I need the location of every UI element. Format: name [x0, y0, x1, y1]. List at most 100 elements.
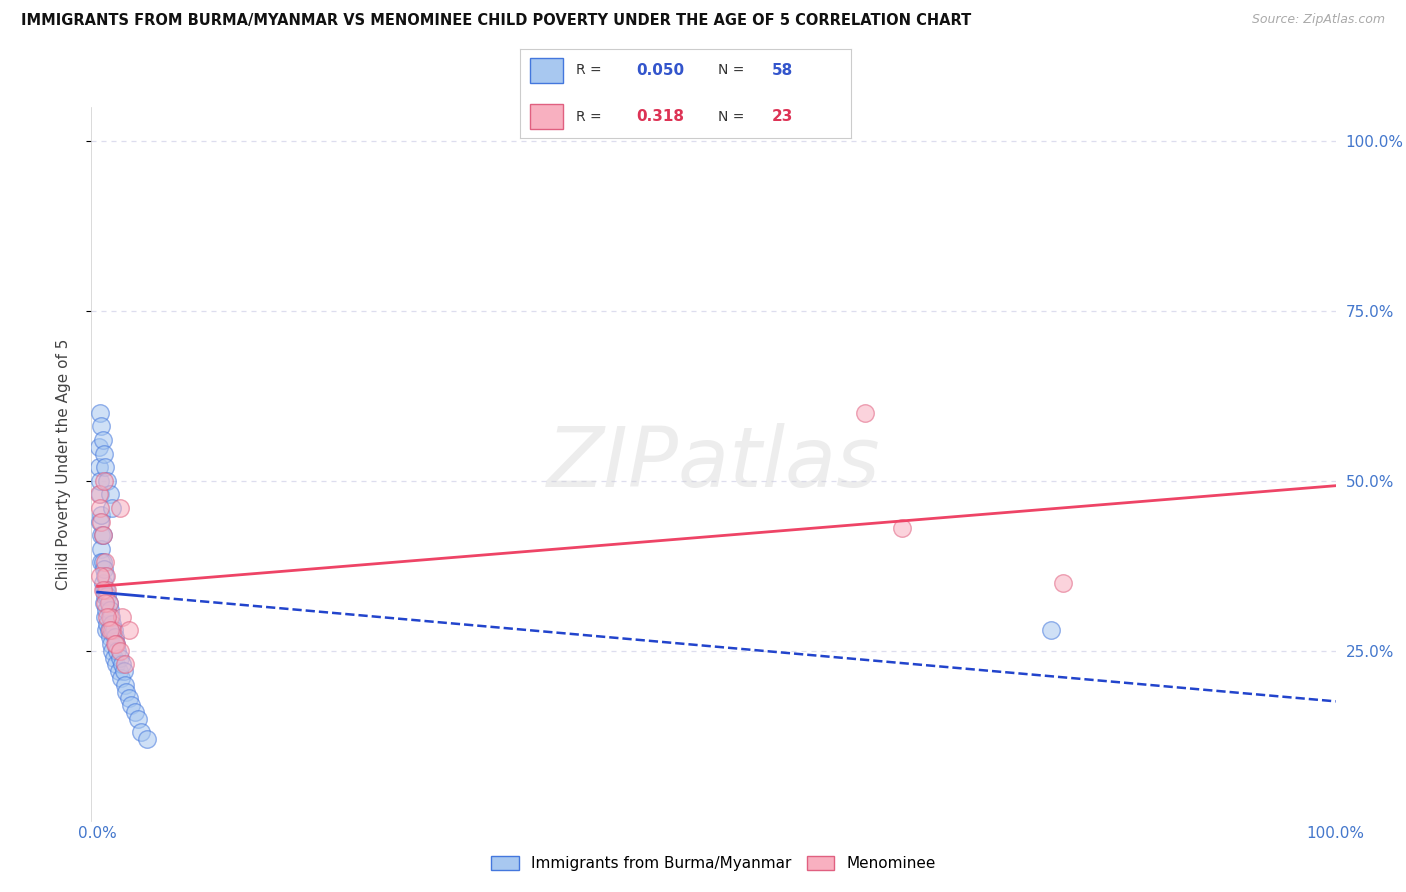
Point — [105, 637, 128, 651]
Point — [94, 596, 117, 610]
Point — [96, 609, 118, 624]
Point — [891, 521, 914, 535]
Point — [124, 705, 146, 719]
Point — [111, 657, 134, 672]
Point — [96, 474, 118, 488]
Point — [117, 624, 139, 638]
Point — [94, 569, 117, 583]
Point — [98, 624, 121, 638]
Point — [107, 664, 129, 678]
Legend: Immigrants from Burma/Myanmar, Menominee: Immigrants from Burma/Myanmar, Menominee — [485, 849, 942, 877]
Point — [93, 447, 115, 461]
Point — [91, 575, 114, 590]
Point — [98, 609, 121, 624]
Point — [1039, 624, 1062, 638]
Text: N =: N = — [718, 63, 749, 78]
Point — [93, 562, 115, 576]
Point — [105, 657, 128, 672]
Point — [90, 541, 112, 556]
Point — [853, 406, 876, 420]
Point — [87, 440, 110, 454]
Point — [90, 555, 112, 569]
Point — [96, 582, 118, 597]
Point — [89, 487, 111, 501]
Point — [94, 609, 117, 624]
Point — [1052, 575, 1074, 590]
Text: IMMIGRANTS FROM BURMA/MYANMAR VS MENOMINEE CHILD POVERTY UNDER THE AGE OF 5 CORR: IMMIGRANTS FROM BURMA/MYANMAR VS MENOMIN… — [21, 13, 972, 29]
Point — [101, 501, 124, 516]
Point — [115, 684, 138, 698]
Point — [96, 616, 118, 631]
Point — [105, 637, 128, 651]
Point — [90, 515, 112, 529]
Text: 0.050: 0.050 — [636, 63, 683, 78]
Point — [87, 487, 110, 501]
Point — [90, 528, 112, 542]
Point — [98, 630, 121, 644]
Text: R =: R = — [576, 63, 606, 78]
Point — [93, 582, 115, 597]
Point — [91, 528, 114, 542]
Point — [89, 515, 111, 529]
Point — [96, 569, 118, 583]
Y-axis label: Child Poverty Under the Age of 5: Child Poverty Under the Age of 5 — [56, 338, 70, 590]
Point — [98, 603, 121, 617]
Text: 0.318: 0.318 — [636, 110, 683, 124]
Text: N =: N = — [718, 110, 749, 124]
Point — [93, 596, 115, 610]
Point — [103, 624, 125, 638]
Point — [91, 433, 114, 447]
Point — [127, 712, 149, 726]
Point — [114, 657, 136, 672]
Point — [91, 582, 114, 597]
Point — [108, 501, 131, 516]
Point — [112, 664, 135, 678]
Point — [98, 487, 121, 501]
Point — [89, 501, 111, 516]
Point — [97, 596, 120, 610]
Point — [114, 678, 136, 692]
Point — [104, 630, 127, 644]
Point — [120, 698, 142, 712]
Point — [110, 671, 132, 685]
Point — [91, 555, 114, 569]
Point — [87, 460, 110, 475]
Point — [100, 609, 122, 624]
Point — [94, 590, 117, 604]
Point — [105, 644, 128, 658]
Point — [96, 590, 118, 604]
Point — [97, 596, 120, 610]
Point — [117, 691, 139, 706]
Point — [94, 555, 117, 569]
Point — [103, 650, 125, 665]
Point — [101, 624, 124, 638]
Text: Source: ZipAtlas.com: Source: ZipAtlas.com — [1251, 13, 1385, 27]
Bar — [530, 104, 564, 129]
Point — [111, 609, 134, 624]
Point — [90, 508, 112, 522]
Text: 58: 58 — [772, 63, 793, 78]
Point — [96, 624, 118, 638]
Point — [97, 624, 120, 638]
Point — [129, 725, 152, 739]
Point — [104, 637, 127, 651]
Text: R =: R = — [576, 110, 610, 124]
Point — [136, 732, 159, 747]
Point — [96, 582, 118, 597]
Point — [101, 644, 124, 658]
Text: ZIPatlas: ZIPatlas — [547, 424, 880, 504]
Point — [108, 644, 131, 658]
Bar — [530, 58, 564, 83]
Point — [89, 569, 111, 583]
Text: 23: 23 — [772, 110, 793, 124]
Point — [89, 406, 111, 420]
Point — [96, 603, 118, 617]
Point — [101, 616, 124, 631]
Point — [94, 460, 117, 475]
Point — [90, 419, 112, 434]
Point — [108, 650, 131, 665]
Point — [91, 528, 114, 542]
Point — [89, 474, 111, 488]
Point — [93, 474, 115, 488]
Point — [100, 637, 122, 651]
